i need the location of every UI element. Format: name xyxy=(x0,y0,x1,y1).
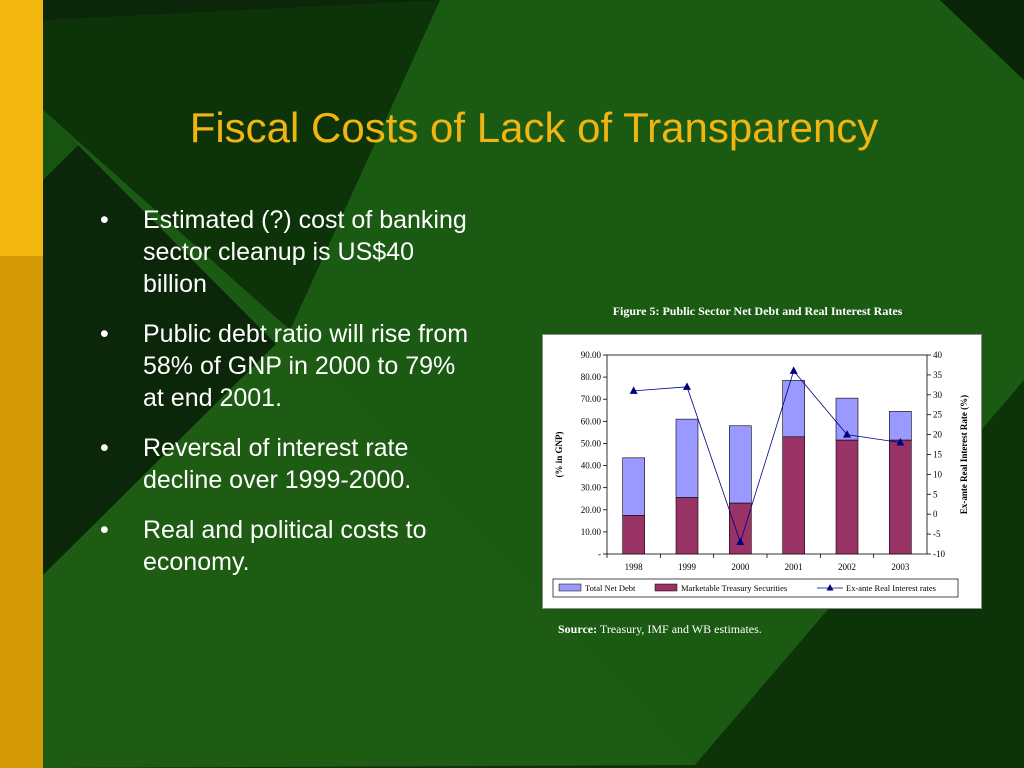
y2-axis-label: Ex-ante Real Interest Rate (%) xyxy=(959,395,969,514)
line-point-marker xyxy=(736,537,745,546)
y2-tick-label: 5 xyxy=(933,489,938,499)
y-tick-label: 50.00 xyxy=(581,438,602,448)
y-tick-label: 80.00 xyxy=(581,372,602,382)
x-tick-label: 2000 xyxy=(731,562,750,572)
dark-diamond-top-left xyxy=(43,0,440,330)
y2-tick-label: 30 xyxy=(933,390,943,400)
y-tick-label: 40.00 xyxy=(581,461,602,471)
legend-marker-rate xyxy=(826,584,834,591)
bullet-list: • Estimated (?) cost of banking sector cl… xyxy=(100,204,480,596)
left-gold-bar-highlight xyxy=(0,0,43,256)
bullet-text: Reversal of interest rate decline over 1… xyxy=(143,434,412,494)
y2-tick-label: 25 xyxy=(933,410,943,420)
y-tick-label: 60.00 xyxy=(581,416,602,426)
bullet-item: • Real and political costs to economy. xyxy=(100,514,480,578)
line-point-marker xyxy=(896,438,905,446)
y-tick-label: 90.00 xyxy=(581,350,602,360)
combo-chart: - 10.00 20.00 30.00 40.00 50.00 60.00 70.00 80.0… xyxy=(552,350,969,598)
bullet-item: • Estimated (?) cost of banking sector cl… xyxy=(100,204,480,300)
bullet-text: Real and political costs to economy. xyxy=(143,516,427,576)
slide-title: Fiscal Costs of Lack of Transparency xyxy=(189,104,879,151)
bar-total-net-debt xyxy=(675,418,699,498)
y2-tick-label: -5 xyxy=(933,529,941,539)
y2-tick-label: 15 xyxy=(933,450,943,460)
bullet-text: Estimated (?) cost of banking sector cle… xyxy=(143,206,467,298)
y2-tick-label: 40 xyxy=(933,350,943,360)
bullet-dot: • xyxy=(100,516,109,544)
x-tick-label: 2003 xyxy=(891,562,910,572)
bullet-item: • Public debt ratio will rise from 58% of… xyxy=(100,318,480,414)
legend-label-rate: Ex-ante Real Interest rates xyxy=(846,583,936,593)
bar-marketable-securities xyxy=(622,515,645,555)
y-tick-label: 20.00 xyxy=(581,505,602,515)
x-tick-label: 1999 xyxy=(678,562,697,572)
y-axis-label: (% in GNP) xyxy=(554,431,564,477)
y2-tick-label: 35 xyxy=(933,370,943,380)
legend-box xyxy=(552,578,959,598)
figure-caption: Figure 5: Public Sector Net Debt and Rea… xyxy=(612,304,903,318)
chart-panel: - 10.00 20.00 30.00 40.00 50.00 60.00 70.00 80.0… xyxy=(542,334,982,609)
line-real-interest-rate xyxy=(633,370,901,544)
bar-total-net-debt xyxy=(782,380,805,438)
y2-tick-label: 0 xyxy=(933,509,938,519)
legend-swatch-securities xyxy=(654,583,678,592)
bar-marketable-securities xyxy=(675,497,699,555)
x-tick-label: 1998 xyxy=(625,562,644,572)
line-point-marker xyxy=(683,382,691,390)
bar-marketable-securities xyxy=(782,436,805,555)
y-tick-label: 10.00 xyxy=(581,527,602,537)
y-tick-label: - xyxy=(598,549,601,559)
legend-label-securities: Marketable Treasury Securities xyxy=(681,583,787,593)
y2-tick-label: 10 xyxy=(933,469,943,479)
bar-marketable-securities xyxy=(729,502,752,555)
source-text: Treasury, IMF and WB estimates. xyxy=(599,622,762,636)
bar-total-net-debt xyxy=(729,425,752,504)
source-label: Source: xyxy=(558,622,598,636)
bar-marketable-securities xyxy=(889,439,912,555)
line-point-marker xyxy=(789,366,798,374)
dark-diamond-right xyxy=(940,0,1024,80)
bar-total-net-debt xyxy=(889,411,912,441)
bar-total-net-debt xyxy=(622,457,645,516)
y2-tick-label: -10 xyxy=(933,549,945,559)
y2-tick-label: 20 xyxy=(933,430,943,440)
source-note: Source: Treasury, IMF and WB estimates. xyxy=(558,622,762,637)
legend-label-total: Total Net Debt xyxy=(585,583,636,593)
legend-swatch-total xyxy=(558,583,582,592)
y-tick-label: 30.00 xyxy=(581,483,602,493)
bullet-text: Public debt ratio will rise from 58% of … xyxy=(143,320,469,412)
bar-marketable-securities xyxy=(835,439,859,555)
y-tick-label: 70.00 xyxy=(581,394,602,404)
bullet-item: • Reversal of interest rate decline over … xyxy=(100,432,480,496)
x-tick-label: 2001 xyxy=(785,562,803,572)
green-diamond-bottom-left xyxy=(43,330,695,768)
line-point-marker xyxy=(629,386,638,394)
x-tick-label: 2002 xyxy=(838,562,856,572)
bullet-dot: • xyxy=(100,434,109,462)
bullet-dot: • xyxy=(100,320,109,348)
line-point-marker xyxy=(843,430,851,438)
plot-area xyxy=(606,354,928,555)
bullet-dot: • xyxy=(100,206,109,234)
